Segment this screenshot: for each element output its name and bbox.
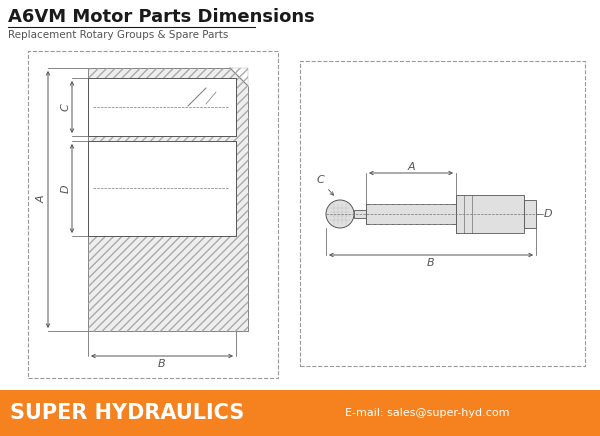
Text: C: C [61,103,71,111]
Text: D: D [544,209,553,219]
Text: A: A [37,196,47,203]
Bar [366,204,456,224]
Bar [88,141,236,236]
Text: SUPER HYDRAULICS: SUPER HYDRAULICS [10,403,244,423]
Bar [0,390,600,436]
Bar [88,68,248,331]
Bar [300,61,585,366]
Text: C: C [316,175,334,195]
Text: B: B [427,258,435,268]
Circle shape [326,200,354,228]
Bar [354,210,366,218]
Bar [88,78,236,136]
Text: A: A [407,162,415,172]
Polygon shape [230,68,248,86]
Text: Replacement Rotary Groups & Spare Parts: Replacement Rotary Groups & Spare Parts [8,30,229,40]
Text: B: B [158,359,166,369]
Bar [456,195,524,233]
Text: D: D [61,184,71,193]
Bar [88,68,248,331]
Text: A6VM Motor Parts Dimensions: A6VM Motor Parts Dimensions [8,8,315,26]
Text: E-mail: sales@super-hyd.com: E-mail: sales@super-hyd.com [345,408,509,418]
Bar [524,200,536,228]
Bar [28,51,278,378]
